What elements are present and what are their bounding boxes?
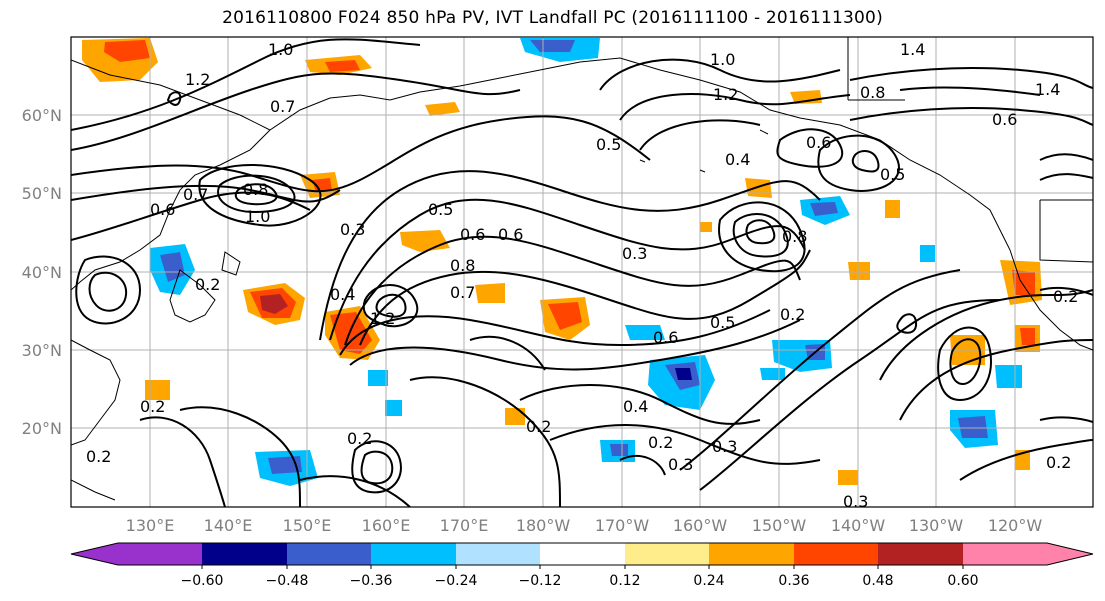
contour-label: 0.2 <box>347 429 372 448</box>
contour-label: 0.6 <box>150 200 175 219</box>
lon-label: 170°W <box>595 516 650 535</box>
colorbar-seg <box>1047 543 1093 565</box>
gridlines <box>71 37 1093 507</box>
colorbar-seg <box>118 543 202 565</box>
colorbar-tick-label: 0.24 <box>693 573 724 589</box>
colorbar-ticks <box>201 565 964 569</box>
colorbar-tick-label: −0.60 <box>181 573 224 589</box>
colorbar-tick-label: −0.12 <box>519 573 562 589</box>
colorbar-seg <box>794 543 878 565</box>
contour-label: 0.2 <box>1053 287 1078 306</box>
colorbar-labels: −0.60 −0.48 −0.36 −0.24 −0.12 0.12 0.24 … <box>181 573 979 589</box>
contour-label: 0.6 <box>653 328 678 347</box>
colorbar-seg <box>71 543 118 565</box>
contour-label: 0.7 <box>450 283 475 302</box>
contour-label: 1.0 <box>268 40 293 59</box>
contour-label: 0.3 <box>843 492 868 511</box>
longitude-labels: 130°E 140°E 150°E 160°E 170°E 180°W 170°… <box>126 516 1043 535</box>
contour-label: 0.3 <box>712 437 737 456</box>
contour-label: 0.6 <box>498 225 523 244</box>
contour-label: 0.8 <box>782 227 807 246</box>
map-title: 2016110800 F024 850 hPa PV, IVT Landfall… <box>222 8 883 28</box>
contour-label: 1.0 <box>710 50 735 69</box>
lon-label: 150°W <box>752 516 807 535</box>
contour-label: 0.8 <box>860 83 885 102</box>
contour-label: 0.3 <box>622 244 647 263</box>
colorbar <box>70 542 1094 566</box>
contour-label: 0.2 <box>780 305 805 324</box>
anomaly-shading <box>82 38 1042 486</box>
contour-label: 0.5 <box>710 313 735 332</box>
contour-label: 0.2 <box>86 447 111 466</box>
contour-label: 0.2 <box>1046 453 1071 472</box>
lon-label: 140°E <box>204 516 253 535</box>
contour-label: 0.5 <box>428 200 453 219</box>
colorbar-seg <box>540 543 625 565</box>
contour-label: 0.3 <box>340 220 365 239</box>
contour-label: 0.2 <box>648 433 673 452</box>
contour-label: 1.4 <box>900 40 925 59</box>
contour-label: 0.6 <box>992 110 1017 129</box>
colorbar-seg <box>878 543 963 565</box>
colorbar-tick-label: −0.24 <box>435 573 478 589</box>
colorbar-outline <box>70 542 1094 566</box>
lon-label: 150°E <box>283 516 332 535</box>
colorbar-tick-label: −0.48 <box>266 573 309 589</box>
lon-label: 120°W <box>988 516 1043 535</box>
contour-label: 1.0 <box>245 207 270 226</box>
lat-label: 30°N <box>22 341 62 360</box>
lon-label: 130°W <box>909 516 964 535</box>
colorbar-tick-label: 0.60 <box>947 573 978 589</box>
colorbar-seg <box>709 543 794 565</box>
contour-labels: 1.0 1.2 0.7 1.0 1.2 1.4 1.4 0.8 0.6 0.5 … <box>86 40 1078 511</box>
lon-label: 170°E <box>440 516 489 535</box>
lat-label: 20°N <box>22 419 62 438</box>
contour-label: 0.5 <box>880 165 905 184</box>
colorbar-seg <box>202 543 287 565</box>
contour-label: 1.4 <box>1035 80 1060 99</box>
contour-label: 0.3 <box>668 455 693 474</box>
contour-label: 0.8 <box>243 180 268 199</box>
colorbar-tick-label: 0.48 <box>862 573 893 589</box>
contour-label: 0.2 <box>140 397 165 416</box>
lon-label: 160°E <box>362 516 411 535</box>
contour-label: 0.5 <box>596 135 621 154</box>
contour-label: 1.2 <box>713 85 738 104</box>
coastlines <box>71 37 1093 501</box>
lon-label: 180°W <box>516 516 571 535</box>
pv-contours <box>71 38 1093 507</box>
contour-label: 0.4 <box>330 285 355 304</box>
colorbar-seg <box>963 543 1047 565</box>
contour-label: 0.6 <box>806 133 831 152</box>
lon-label: 160°W <box>673 516 728 535</box>
contour-label: 0.7 <box>183 185 208 204</box>
latitude-labels: 60°N 50°N 40°N 30°N 20°N <box>22 106 62 438</box>
colorbar-seg <box>371 543 456 565</box>
contour-label: 1.2 <box>370 309 395 328</box>
contour-label: 0.6 <box>460 225 485 244</box>
contour-label: 0.2 <box>526 417 551 436</box>
lat-label: 40°N <box>22 263 62 282</box>
colorbar-seg <box>287 543 371 565</box>
colorbar-seg <box>625 543 709 565</box>
colorbar-tick-label: 0.36 <box>778 573 809 589</box>
contour-label: 0.8 <box>450 256 475 275</box>
contour-label: 0.2 <box>195 275 220 294</box>
lat-label: 50°N <box>22 184 62 203</box>
lon-label: 130°E <box>126 516 175 535</box>
contour-label: 0.4 <box>623 397 648 416</box>
contour-label: 1.2 <box>185 70 210 89</box>
contour-label: 0.7 <box>270 97 295 116</box>
lat-label: 60°N <box>22 106 62 125</box>
colorbar-tick-label: 0.12 <box>609 573 640 589</box>
colorbar-tick-label: −0.36 <box>350 573 393 589</box>
colorbar-seg <box>456 543 540 565</box>
lon-label: 140°W <box>831 516 886 535</box>
contour-label: 0.4 <box>725 150 750 169</box>
map-frame <box>70 36 1094 508</box>
